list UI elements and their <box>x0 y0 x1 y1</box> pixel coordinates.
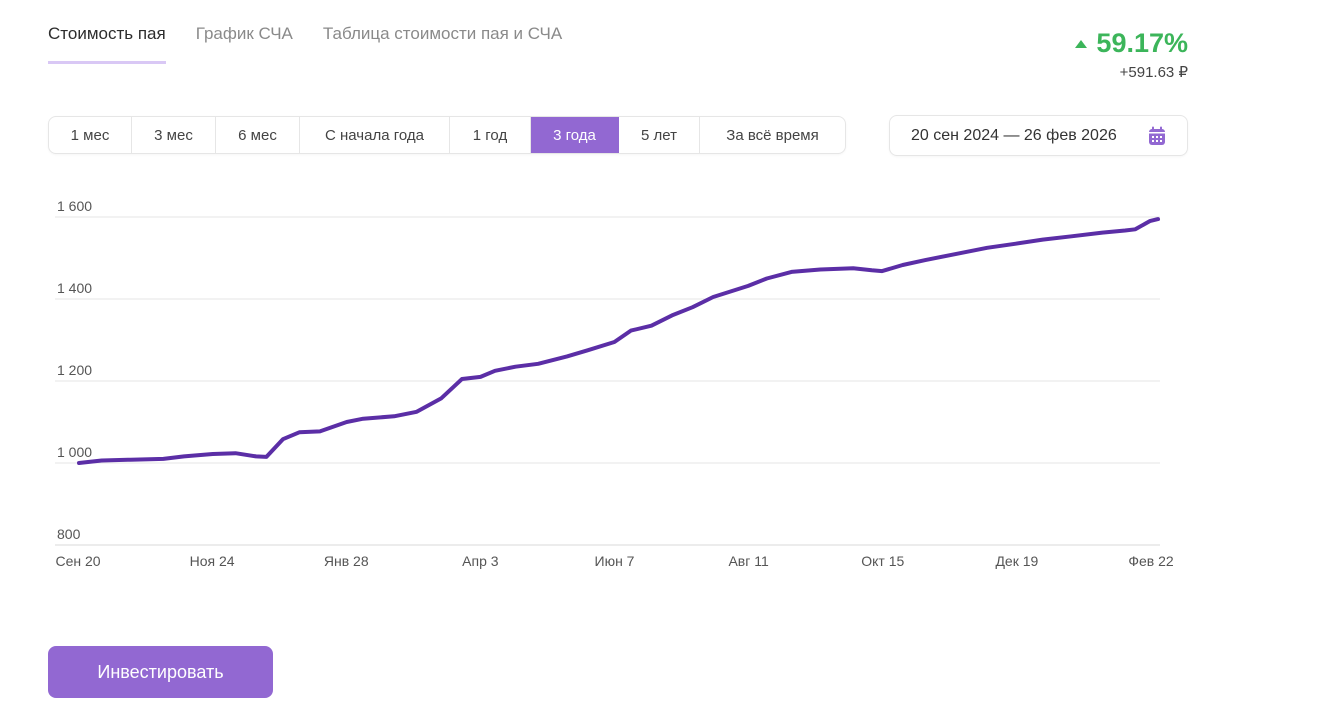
x-tick-label: Янв 28 <box>324 553 369 569</box>
period-1y-button[interactable]: 1 год <box>450 117 531 153</box>
x-tick-label: Авг 11 <box>728 553 769 569</box>
change-percent: 59.17% <box>1096 28 1188 58</box>
invest-button[interactable]: Инвестировать <box>48 646 273 698</box>
unit-price-chart: 800 1 000 1 200 1 400 1 600 Сен 20 Ноя 24 Янв … <box>55 198 1174 569</box>
period-selector: 1 мес 3 мес 6 мес С начала года 1 год 3 … <box>48 116 846 154</box>
x-tick-label: Сен 20 <box>55 553 100 569</box>
y-tick-label: 1 600 <box>57 198 92 214</box>
tab-unit-price[interactable]: Стоимость пая <box>48 24 166 64</box>
calendar-icon <box>1149 126 1165 145</box>
x-tick-label: Апр 3 <box>462 553 499 569</box>
period-3m-button[interactable]: 3 мес <box>132 117 216 153</box>
date-range-picker[interactable]: 20 сен 2024 — 26 фев 2026 <box>889 115 1188 156</box>
performance-summary: 59.17% +591.63 ₽ <box>1075 28 1188 81</box>
x-tick-label: Ноя 24 <box>190 553 235 569</box>
x-tick-label: Дек 19 <box>995 553 1038 569</box>
x-tick-label: Июн 7 <box>595 553 635 569</box>
price-line <box>77 217 1160 465</box>
y-tick-label: 1 200 <box>57 362 92 378</box>
tab-price-table[interactable]: Таблица стоимости пая и СЧА <box>322 24 563 43</box>
x-tick-label: Окт 15 <box>861 553 904 569</box>
period-6m-button[interactable]: 6 мес <box>216 117 300 153</box>
period-ytd-button[interactable]: С начала года <box>300 117 450 153</box>
tab-bar: Стоимость пая График СЧА Таблица стоимос… <box>48 24 592 64</box>
y-tick-label: 1 400 <box>57 280 92 296</box>
tab-nav-chart[interactable]: График СЧА <box>195 24 293 43</box>
period-1m-button[interactable]: 1 мес <box>49 117 132 153</box>
period-3y-button[interactable]: 3 года <box>531 117 619 153</box>
y-tick-label: 800 <box>57 526 81 542</box>
x-tick-label: Фев 22 <box>1128 553 1174 569</box>
change-absolute: +591.63 ₽ <box>1119 64 1188 81</box>
period-5y-button[interactable]: 5 лет <box>619 117 700 153</box>
arrow-up-icon <box>1075 39 1088 48</box>
date-range-label: 20 сен 2024 — 26 фев 2026 <box>911 126 1117 144</box>
period-all-button[interactable]: За всё время <box>726 126 819 144</box>
y-tick-label: 1 000 <box>57 444 92 460</box>
